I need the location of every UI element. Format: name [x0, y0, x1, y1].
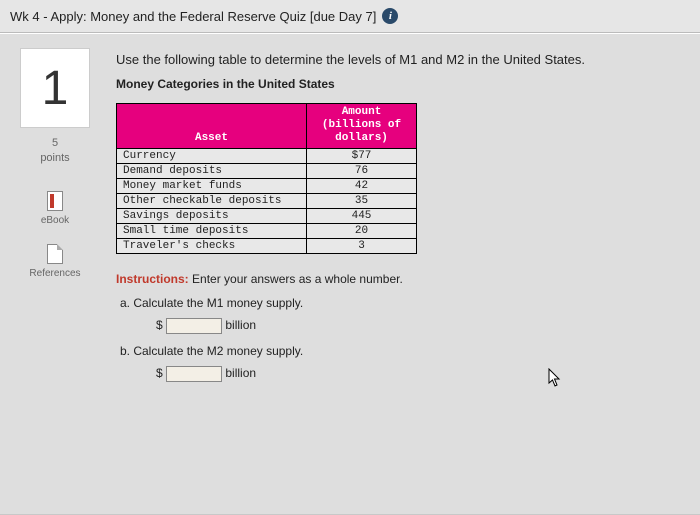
instructions: Instructions: Enter your answers as a wh…: [116, 272, 680, 286]
ebook-label: eBook: [41, 215, 69, 226]
amount-cell: 445: [307, 208, 417, 223]
instructions-label: Instructions:: [116, 272, 189, 286]
m2-input[interactable]: [166, 366, 222, 382]
part-a-answer: $ billion: [156, 318, 680, 334]
unit-suffix: billion: [225, 366, 256, 380]
amount-header-l1: Amount: [342, 106, 382, 118]
asset-cell: Small time deposits: [117, 223, 307, 238]
points-value: 5: [52, 137, 58, 149]
amount-cell: 35: [307, 193, 417, 208]
references-icon: [47, 244, 63, 264]
part-b-text: b. Calculate the M2 money supply.: [120, 344, 680, 358]
money-table: Asset Amount (billions of dollars) Curre…: [116, 103, 417, 254]
money-table-body: Currency$77Demand deposits76Money market…: [117, 148, 417, 253]
assignment-header: Wk 4 - Apply: Money and the Federal Rese…: [0, 0, 700, 33]
sidebar: 1 5 points eBook References: [0, 34, 110, 514]
asset-cell: Money market funds: [117, 178, 307, 193]
points-info: 5 points: [0, 136, 110, 167]
part-b-answer: $ billion: [156, 366, 680, 382]
references-link[interactable]: References: [0, 244, 110, 279]
col-header-asset: Asset: [117, 104, 307, 149]
table-title: Money Categories in the United States: [116, 77, 680, 91]
unit-suffix: billion: [225, 318, 256, 332]
info-icon[interactable]: i: [382, 8, 398, 24]
table-row: Currency$77: [117, 148, 417, 163]
assignment-title: Wk 4 - Apply: Money and the Federal Rese…: [10, 9, 376, 24]
asset-cell: Traveler's checks: [117, 238, 307, 253]
ebook-link[interactable]: eBook: [0, 191, 110, 226]
amount-cell: 76: [307, 163, 417, 178]
asset-cell: Other checkable deposits: [117, 193, 307, 208]
amount-cell: 20: [307, 223, 417, 238]
amount-cell: 3: [307, 238, 417, 253]
amount-header-l3: dollars): [335, 132, 388, 144]
currency-prefix: $: [156, 366, 163, 380]
table-row: Other checkable deposits35: [117, 193, 417, 208]
ebook-icon: [47, 191, 63, 211]
col-header-amount: Amount (billions of dollars): [307, 104, 417, 149]
content-area: 1 5 points eBook References Use the foll…: [0, 33, 700, 514]
table-row: Money market funds42: [117, 178, 417, 193]
references-label: References: [29, 268, 80, 279]
part-a-text: a. Calculate the M1 money supply.: [120, 296, 680, 310]
question-body: Use the following table to determine the…: [110, 34, 700, 514]
question-prompt: Use the following table to determine the…: [116, 52, 680, 67]
asset-cell: Currency: [117, 148, 307, 163]
table-row: Demand deposits76: [117, 163, 417, 178]
currency-prefix: $: [156, 318, 163, 332]
amount-cell: $77: [307, 148, 417, 163]
points-label: points: [40, 152, 69, 164]
amount-header-l2: (billions of: [322, 119, 401, 131]
asset-cell: Demand deposits: [117, 163, 307, 178]
amount-cell: 42: [307, 178, 417, 193]
table-row: Savings deposits445: [117, 208, 417, 223]
question-number-box: 1: [20, 48, 90, 128]
table-row: Small time deposits20: [117, 223, 417, 238]
table-row: Traveler's checks3: [117, 238, 417, 253]
instructions-text: Enter your answers as a whole number.: [192, 272, 403, 286]
m1-input[interactable]: [166, 318, 222, 334]
asset-cell: Savings deposits: [117, 208, 307, 223]
